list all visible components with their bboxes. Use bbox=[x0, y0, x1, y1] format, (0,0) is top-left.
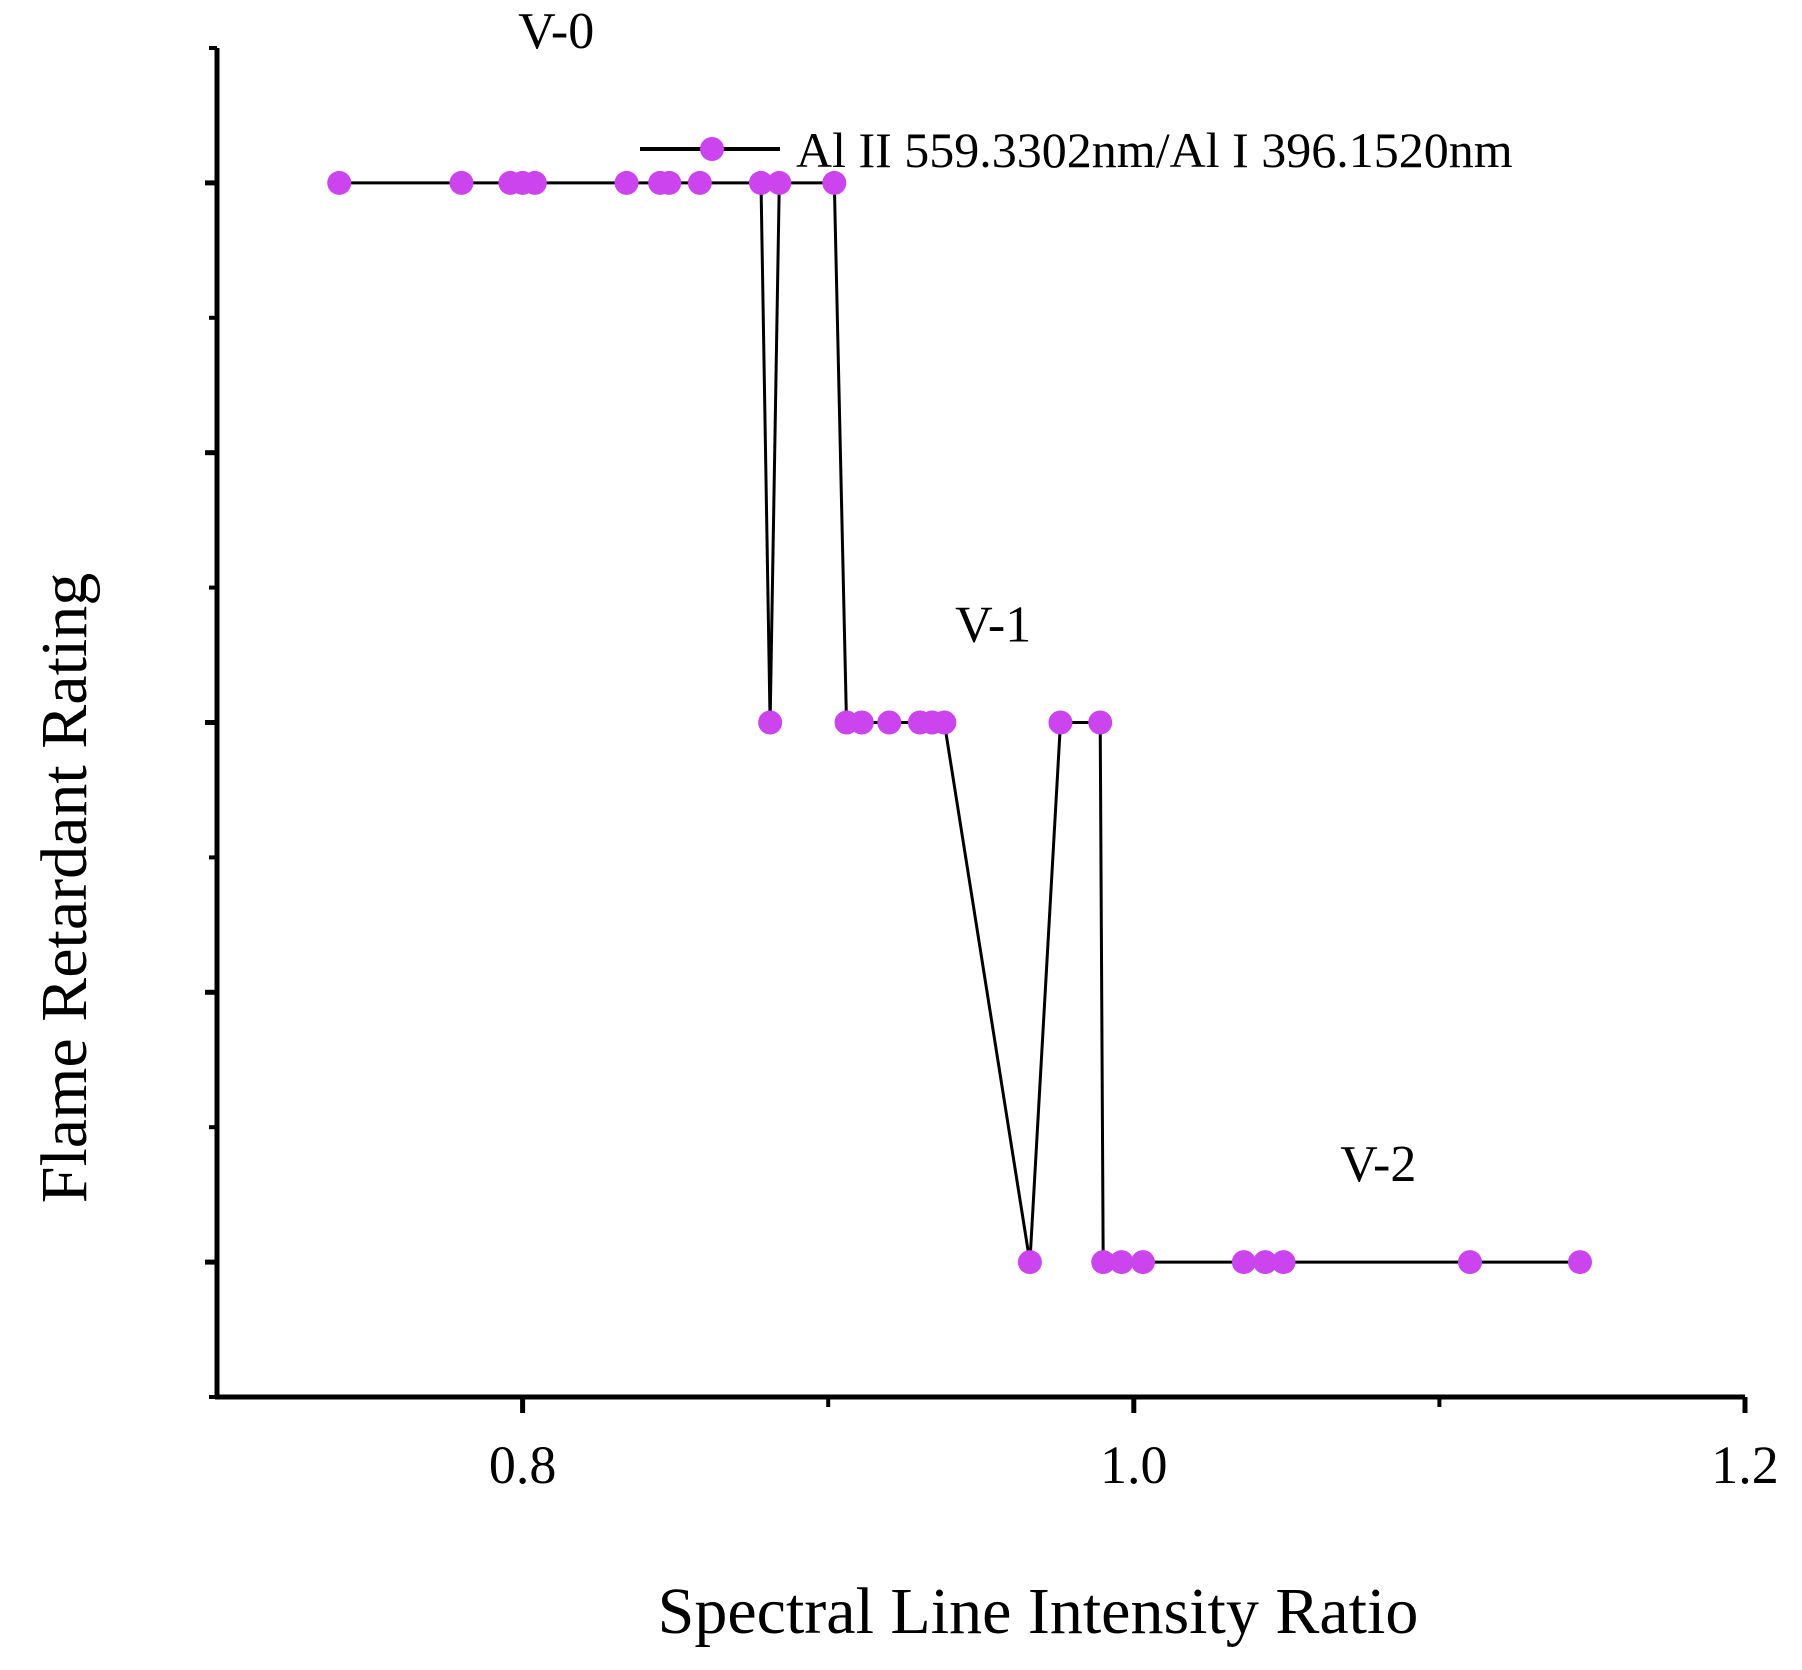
data-point bbox=[522, 170, 547, 195]
legend: Al II 559.3302nm/Al I 396.1520nm bbox=[640, 122, 1513, 178]
data-point bbox=[657, 170, 682, 195]
annotations: V-0 V-1 V-2 bbox=[518, 3, 1416, 1193]
x-axis-ticks bbox=[520, 1397, 1748, 1413]
data-point bbox=[877, 710, 902, 735]
data-point bbox=[1088, 710, 1113, 735]
rating-label: V-1 bbox=[955, 597, 1031, 654]
series-line bbox=[339, 181, 1580, 1264]
data-point bbox=[1567, 1250, 1592, 1275]
data-point bbox=[932, 710, 957, 735]
data-point bbox=[1091, 1250, 1116, 1275]
data-point bbox=[1017, 1250, 1042, 1275]
y-axis-title: Flame Retardant Rating bbox=[28, 573, 101, 1204]
legend-label: Al II 559.3302nm/Al I 396.1520nm bbox=[796, 122, 1513, 178]
data-point bbox=[1109, 1250, 1134, 1275]
rating-label: V-2 bbox=[1340, 1136, 1416, 1193]
data-point bbox=[822, 170, 847, 195]
y-axis-ticks bbox=[205, 46, 217, 1399]
rating-label: V-0 bbox=[518, 3, 594, 60]
data-point bbox=[849, 710, 874, 735]
x-axis-title: Spectral Line Intensity Ratio bbox=[658, 1575, 1419, 1648]
x-tick-label: 1.2 bbox=[1711, 1435, 1779, 1495]
series-points bbox=[327, 170, 1592, 1275]
data-point bbox=[614, 170, 639, 195]
data-point bbox=[1253, 1250, 1278, 1275]
x-tick-label: 1.0 bbox=[1100, 1435, 1168, 1495]
data-point bbox=[1271, 1250, 1296, 1275]
data-point bbox=[1231, 1250, 1256, 1275]
data-point bbox=[748, 170, 773, 195]
data-point bbox=[1130, 1250, 1155, 1275]
x-tick-label: 0.8 bbox=[489, 1435, 557, 1495]
data-point bbox=[449, 170, 474, 195]
data-point bbox=[767, 170, 792, 195]
data-point bbox=[327, 170, 352, 195]
data-point bbox=[1457, 1250, 1482, 1275]
data-point bbox=[758, 710, 783, 735]
legend-marker bbox=[700, 137, 724, 161]
x-axis-tick-labels: 0.8 1.0 1.2 bbox=[489, 1435, 1779, 1495]
data-point bbox=[687, 170, 712, 195]
data-point bbox=[1048, 710, 1073, 735]
